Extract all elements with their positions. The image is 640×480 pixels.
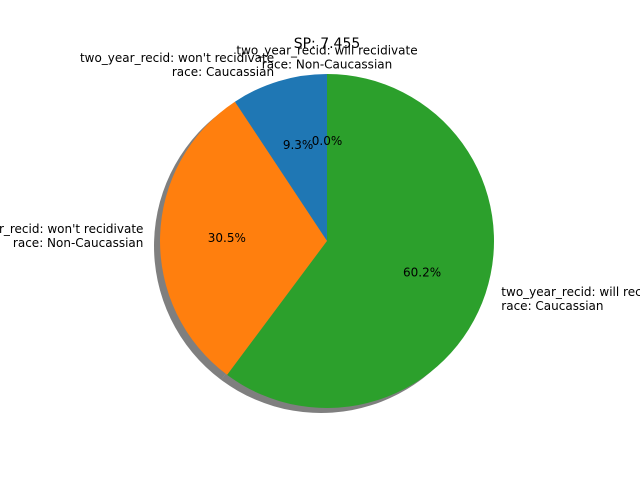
- pie-slice-2: [160, 101, 327, 375]
- pie-percent-label: 0.0%: [312, 134, 343, 148]
- pie-slice-label-line: race: Caucassian: [501, 299, 603, 313]
- pie-slice-1: [234, 74, 327, 241]
- pie-percent-label: 60.2%: [403, 266, 441, 280]
- pie-slice-label-line: two_year_recid: won't recidivate: [80, 51, 274, 65]
- pie-slice-label-line: race: Non-Caucassian: [262, 57, 392, 71]
- pie-slice-label-line: two_year_recid: will recidivate: [501, 285, 640, 299]
- chart-title: SP: 7.455: [294, 36, 361, 52]
- pie-slice-label-line: race: Caucassian: [172, 65, 274, 79]
- pie-slice-label-line: two_year_recid: won't recidivate: [0, 222, 143, 236]
- pie-slice-3: [227, 74, 495, 408]
- pie-percent-label: 30.5%: [208, 231, 246, 245]
- pie-slice-label: two_year_recid: won't recidivate race: Ca…: [80, 51, 274, 79]
- pie-slice-label: two_year_recid: will recidivate race: Non…: [236, 43, 417, 71]
- pie-slice-label-line: two_year_recid: will recidivate: [236, 43, 417, 57]
- pie-percent-label: 9.3%: [283, 138, 314, 152]
- pie-slice-label-line: race: Non-Caucassian: [13, 236, 143, 250]
- pie-percent-labels: 0.0%9.3% 30.5% 60.2%: [208, 134, 441, 280]
- pie-slices: [160, 74, 495, 408]
- pie-slice-labels: two_year_recid: will recidivate race: Non…: [0, 43, 640, 313]
